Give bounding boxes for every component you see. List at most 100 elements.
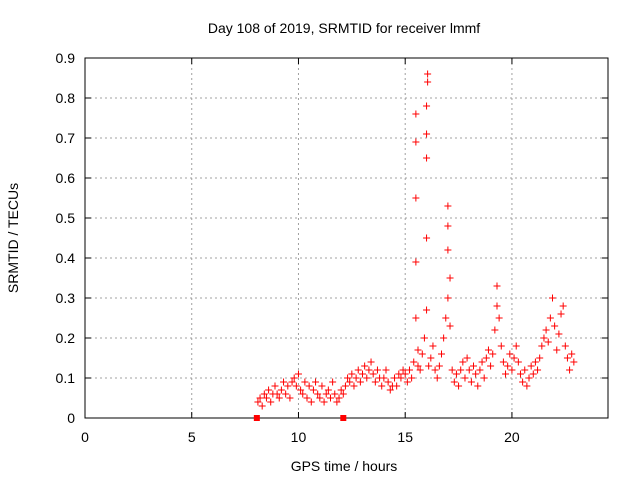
- data-point: [318, 382, 326, 390]
- square-marker: [253, 415, 260, 421]
- y-tick-label: 0.7: [56, 130, 76, 146]
- data-point: [493, 302, 501, 310]
- data-point: [410, 358, 418, 366]
- data-point: [344, 374, 352, 382]
- data-point: [442, 314, 450, 322]
- data-point: [373, 366, 381, 374]
- data-point: [320, 398, 328, 406]
- data-point: [519, 378, 527, 386]
- data-point: [431, 366, 439, 374]
- data-point: [339, 390, 347, 398]
- data-point: [367, 358, 375, 366]
- data-point: [452, 370, 460, 378]
- data-point: [329, 378, 337, 386]
- data-point: [502, 370, 510, 378]
- data-point: [324, 386, 332, 394]
- x-tick-label: 5: [188, 429, 196, 445]
- data-point: [435, 362, 443, 370]
- y-tick-label: 0.1: [56, 370, 76, 386]
- square-marker: [340, 415, 347, 421]
- grid-layer: [85, 58, 608, 418]
- data-point: [463, 354, 471, 362]
- data-point: [429, 342, 437, 350]
- data-point: [568, 350, 576, 358]
- data-point: [303, 394, 311, 402]
- data-point: [514, 358, 522, 366]
- y-tick-label: 0.3: [56, 290, 76, 306]
- data-point: [482, 354, 490, 362]
- plot-frame: [84, 57, 609, 419]
- data-point: [312, 378, 320, 386]
- data-point: [510, 354, 518, 362]
- data-point: [440, 334, 448, 342]
- data-point: [265, 386, 273, 394]
- y-tick-label: 0: [67, 410, 75, 426]
- x-tick-label: 0: [81, 429, 89, 445]
- data-point: [254, 398, 262, 406]
- data-point: [423, 234, 431, 242]
- data-point: [495, 314, 503, 322]
- data-point: [499, 358, 507, 366]
- data-point: [424, 78, 432, 86]
- data-point: [386, 386, 394, 394]
- data-point: [314, 390, 322, 398]
- data-point: [527, 362, 535, 370]
- data-point: [487, 362, 495, 370]
- data-point: [444, 246, 452, 254]
- data-point: [506, 350, 514, 358]
- data-point: [474, 382, 482, 390]
- data-point: [521, 366, 529, 374]
- data-point: [557, 310, 565, 318]
- data-point: [322, 390, 330, 398]
- data-point: [566, 366, 574, 374]
- data-point: [309, 386, 317, 394]
- data-point: [433, 374, 441, 382]
- data-point: [523, 382, 531, 390]
- data-point: [350, 382, 358, 390]
- x-tick-label: 15: [397, 429, 413, 445]
- data-point: [337, 386, 345, 394]
- y-axis-label: SRMTID / TECUs: [5, 183, 21, 293]
- data-point: [288, 378, 296, 386]
- data-point: [286, 394, 294, 402]
- data-point: [412, 138, 420, 146]
- data-point: [472, 370, 480, 378]
- data-point: [395, 370, 403, 378]
- data-point: [551, 322, 559, 330]
- data-point: [401, 370, 409, 378]
- data-point: [305, 382, 313, 390]
- data-point: [459, 358, 467, 366]
- data-point: [470, 362, 478, 370]
- data-point: [352, 374, 360, 382]
- data-point: [455, 382, 463, 390]
- data-point: [299, 390, 307, 398]
- data-point: [444, 222, 452, 230]
- data-point: [271, 382, 279, 390]
- x-tick-label: 20: [504, 429, 520, 445]
- data-point: [371, 378, 379, 386]
- data-point: [531, 358, 539, 366]
- data-point: [316, 394, 324, 402]
- data-point: [423, 306, 431, 314]
- data-point: [412, 110, 420, 118]
- data-point: [297, 386, 305, 394]
- data-point: [544, 338, 552, 346]
- data-point: [391, 374, 399, 382]
- data-point: [412, 258, 420, 266]
- data-point: [416, 366, 424, 374]
- data-point: [504, 362, 512, 370]
- data-point: [493, 282, 501, 290]
- data-point: [423, 154, 431, 162]
- y-tick-label: 0.5: [56, 210, 76, 226]
- data-point: [450, 378, 458, 386]
- data-point: [536, 354, 544, 362]
- data-point: [489, 350, 497, 358]
- data-point: [369, 370, 377, 378]
- data-point: [424, 70, 432, 78]
- data-point: [465, 366, 473, 374]
- data-point: [457, 366, 465, 374]
- data-point: [546, 314, 554, 322]
- data-point: [516, 370, 524, 378]
- data-point: [497, 342, 505, 350]
- data-point: [423, 102, 431, 110]
